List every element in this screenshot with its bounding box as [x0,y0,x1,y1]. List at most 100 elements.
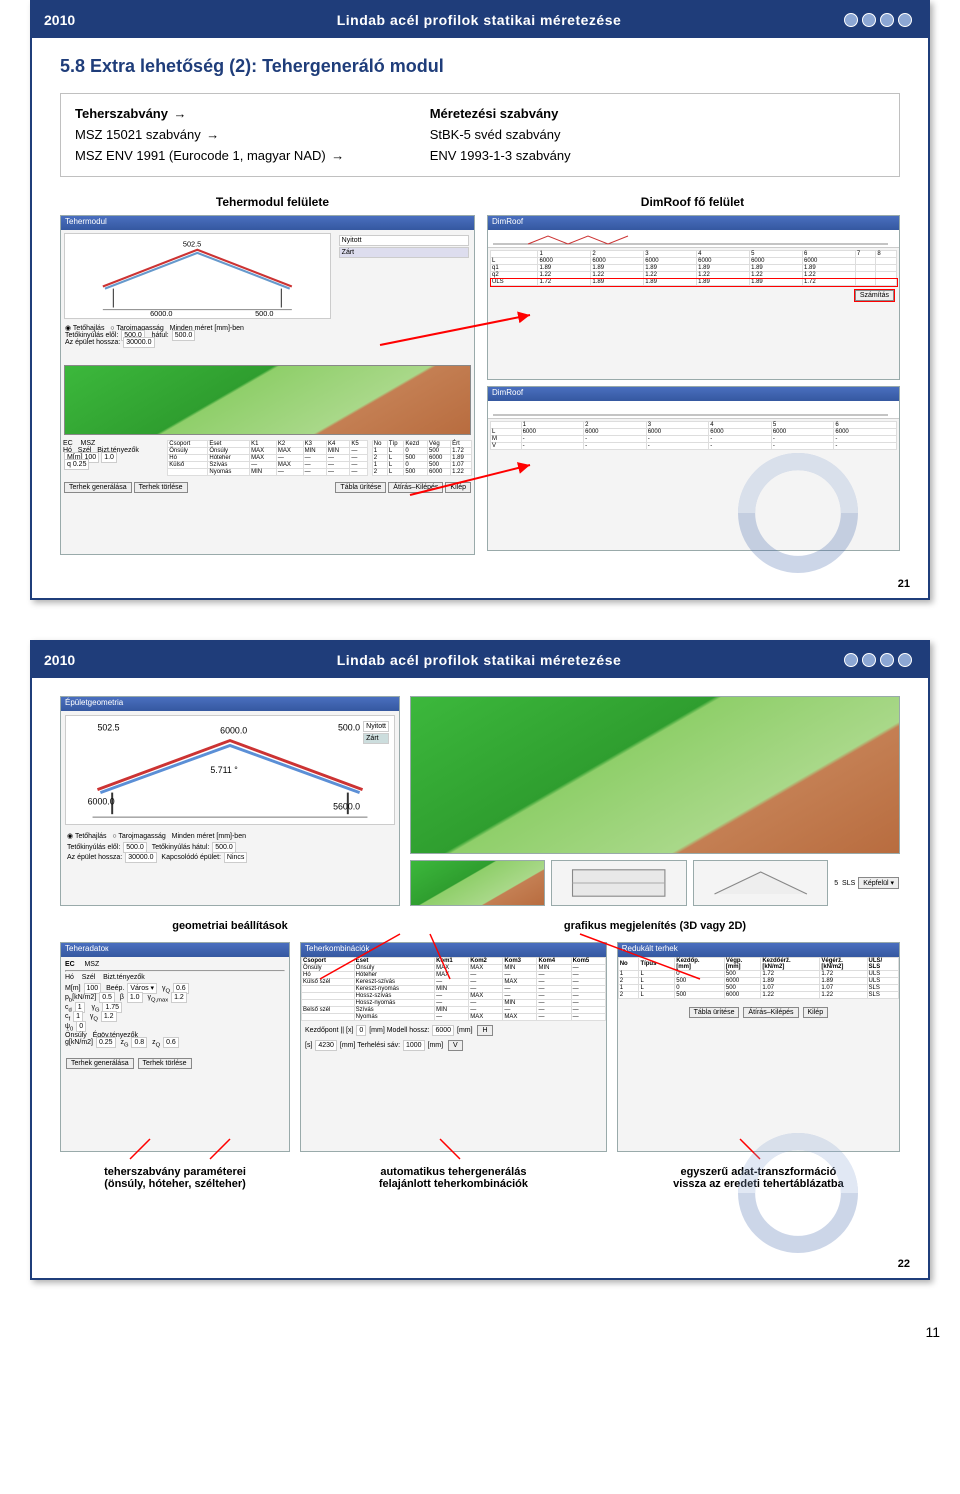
screenshots: Tehermodul 502.5 6000.0 500.0 [60,215,900,555]
loads-mini: NoTípKezdVégÉrt 1L05001.72 2L50060001.89… [370,438,474,478]
svg-text:502.5: 502.5 [183,240,201,249]
dot-icon [862,653,876,667]
radio-taroj[interactable]: Tarojmagasság [118,833,165,840]
section-title: 5.8 Extra lehetőség (2): Tehergeneráló m… [60,56,900,77]
captions-bottom: teherszabvány paraméterei (önsúly, hóteh… [60,1162,900,1190]
svg-text:6000.0: 6000.0 [220,726,247,736]
panel-titlebar: Teherkombinációk [301,943,606,957]
panel-titlebar: Redukált terhek [618,943,899,957]
dimroof-bottom: DimRoof 123456 L600060006000600060006000… [487,386,900,551]
geom-radios: ◉ Tetőhajlás ○ Tarojmagasság Minden mére… [61,322,474,362]
label-elol: Tetőkinyúlás elől: [67,844,120,851]
input-hossz[interactable]: 30000.0 [125,852,156,863]
slide-2: 2010 Lindab acél profilok statikai méret… [30,640,930,1280]
input-elol[interactable]: 500.0 [123,842,147,853]
header-dots [844,13,916,27]
btn-empty[interactable]: Tábla ürítése [689,1007,740,1018]
combo-mini: CsoportEsetK1K2K3K4K5 ÖnsúlyÖnsúlyMAXMAX… [165,438,370,478]
opt-zart[interactable]: Zárt [363,733,389,744]
combo-table: CsoportEsetKom1Kom2Kom3Kom4Kom5ÖnsúlyÖns… [301,957,606,1021]
tab-ec[interactable]: EC [65,961,75,968]
combo-panel: Teherkombinációk CsoportEsetKom1Kom2Kom3… [300,942,607,1152]
btn-del[interactable]: Terhek törlése [138,1058,192,1069]
panel-titlebar: Teheradatок [61,943,289,957]
preview-2d-small[interactable] [693,860,828,906]
roof-sketch: 502.5 6000.0 500.0 [64,233,331,319]
label-units: Minden méret [mm]-ben [172,833,246,840]
svg-text:5600.0: 5600.0 [333,801,360,811]
header-year: 2010 [44,12,114,28]
window-titlebar: Tehermodul [61,216,474,230]
opt-nyitott[interactable]: Nyitott [363,721,389,732]
dot-icon [844,653,858,667]
header-title: Lindab acél profilok statikai méretezése [114,652,844,668]
tehermodul-panel: Tehermodul 502.5 6000.0 500.0 [60,215,475,555]
btn-transfer[interactable]: Átírás–Kilépés [743,1007,798,1018]
label-hatul: Tetőkinyúlás hátul: [152,844,210,851]
roof-3d-preview [64,365,471,435]
svg-text:500.0: 500.0 [255,309,273,318]
header-dots [844,653,916,667]
svg-text:500.0: 500.0 [338,723,360,733]
btn-h[interactable]: H [477,1025,492,1036]
dimroof-panels: DimRoof 12345678 L6000600060006000600060… [487,215,900,555]
caption-trans: egyszerű adat-transzformáció vissza az e… [617,1166,900,1190]
caption-right: DimRoof fő felület [641,195,744,209]
slide-number: 21 [898,578,910,590]
slide-body: 5.8 Extra lehetőség (2): Tehergeneráló m… [32,38,928,598]
caption-std: teherszabvány paraméterei (önsúly, hóteh… [60,1166,290,1190]
input-kezd-x[interactable]: 0 [356,1025,366,1036]
preview-3d-large [410,696,900,854]
input-sav[interactable]: 1000 [403,1040,425,1051]
std-right-1: StBK-5 svéd szabvány [430,125,571,146]
page-number: 11 [0,1320,960,1356]
caption-auto: automatikus tehergenerálás felajánlott t… [300,1166,607,1190]
dimroof-grid: 12345678 L600060006000600060006000 q11.8… [490,250,897,286]
btn-gen[interactable]: Terhek generálása [66,1058,134,1069]
dot-icon [880,653,894,667]
preview-3d-small[interactable] [410,860,545,906]
bottom-buttons: Terhek generálásaTerhek törlése Tábla ür… [61,478,474,497]
input-hatul[interactable]: 500.0 [212,842,236,853]
geom-panel: Épületgeometria 502.5 6000.0 500.0 5.711… [60,696,400,906]
slide-1: 2010 Lindab acél profilok statikai méret… [30,0,930,600]
dot-icon [844,13,858,27]
std-right-col: Méretezési szabvány StBK-5 svéd szabvány… [430,104,571,166]
caption-left: Tehermodul felülete [216,195,329,209]
caption-geom: geometriai beállítások [60,920,400,932]
loads-panel: Redukált terhek NoTípusKezdőp.[mm]Végp.[… [617,942,900,1152]
captions-row: Tehermodul felülete DimRoof fő felület [60,195,900,209]
dot-icon [898,13,912,27]
window-titlebar: DimRoof [488,216,899,230]
radio-tetohajlas[interactable]: Tetőhajlás [75,833,107,840]
subtab-ho[interactable]: Hó [65,974,74,981]
std-right-head: Méretezési szabvány [430,106,559,121]
std-left-head: Teherszabvány [75,106,168,121]
std-left-col: Teherszabvány→ MSZ 15021 szabvány→ MSZ E… [75,104,350,166]
btn-exit[interactable]: Kilép [803,1007,829,1018]
row-geom: Épületgeometria 502.5 6000.0 500.0 5.711… [60,696,900,906]
svg-text:5.711 °: 5.711 ° [210,765,237,775]
std-left-1: MSZ 15021 szabvány [75,127,201,142]
panel-titlebar: Épületgeometria [61,697,399,711]
std-left-2: MSZ ENV 1991 (Eurocode 1, magyar NAD) [75,148,326,163]
dimroof-top: DimRoof 12345678 L6000600060006000600060… [487,215,900,380]
slide-header: 2010 Lindab acél profilok statikai méret… [32,642,928,678]
input-s[interactable]: 4230 [315,1040,337,1051]
geom-mini-inputs: NyitottZárt [334,230,474,322]
subtab-bizt[interactable]: Bizt.tényezők [103,974,145,981]
loads-table: NoTípusKezdőp.[mm]Végp.[mm]Kezdőérž.[kN/… [618,957,899,999]
btn-v[interactable]: V [448,1040,463,1051]
input-kapcs[interactable]: Nincs [224,852,248,863]
std-right-2: ENV 1993-1-3 szabvány [430,146,571,167]
tab-msz[interactable]: MSZ [84,961,99,968]
standards-box: Teherszabvány→ MSZ 15021 szabvány→ MSZ E… [60,93,900,177]
svg-text:6000.0: 6000.0 [88,796,115,806]
slide-number: 22 [898,1258,910,1270]
row-params: Teheradatок EC MSZ Hó Szél Bizt.tényezők… [60,942,900,1152]
dot-icon [898,653,912,667]
dot-icon [880,13,894,27]
subtab-szel[interactable]: Szél [82,974,96,981]
preview-2d-small[interactable] [551,860,686,906]
input-modell-hossz[interactable]: 6000 [432,1025,454,1036]
